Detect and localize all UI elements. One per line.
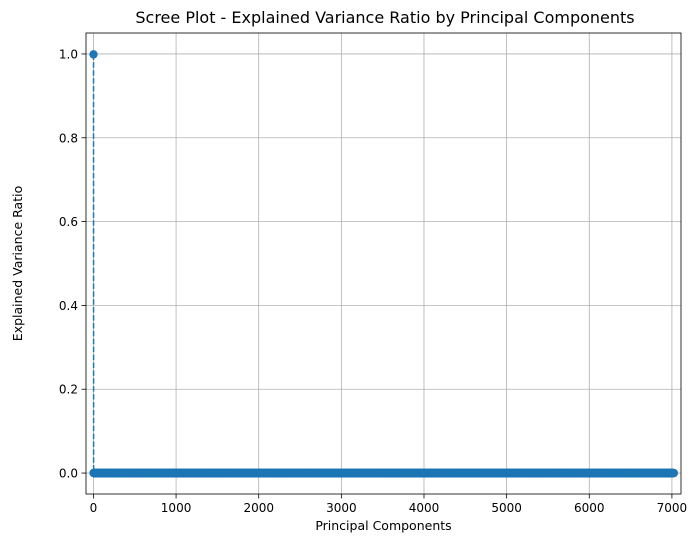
data-point [89, 50, 98, 59]
data-series [89, 50, 679, 478]
chart-title: Scree Plot - Explained Variance Ratio by… [135, 8, 634, 27]
series-line [92, 54, 674, 474]
grid-lines [86, 33, 681, 494]
